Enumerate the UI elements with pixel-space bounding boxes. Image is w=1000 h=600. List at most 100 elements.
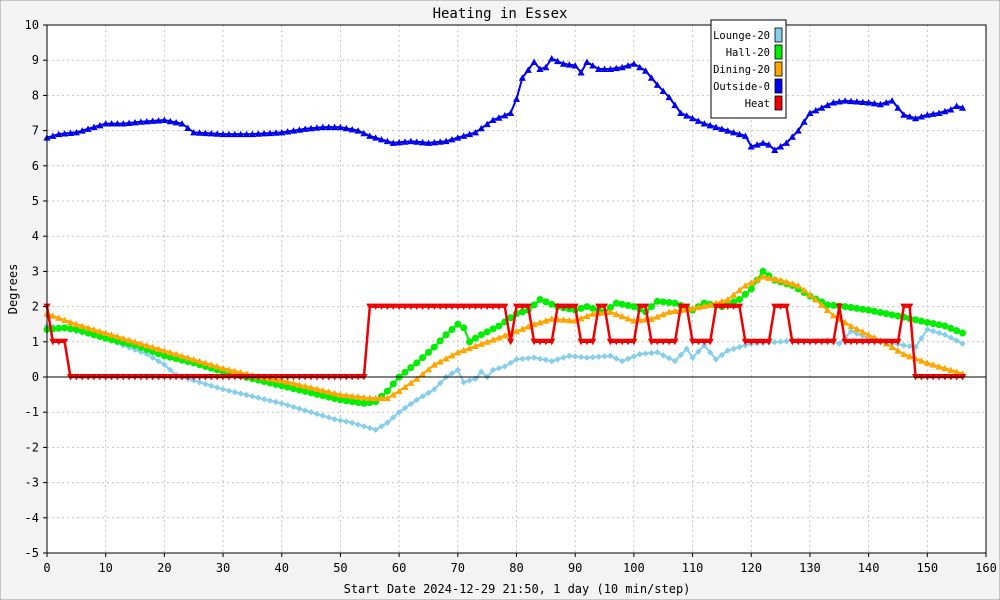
data-point-outside-0 — [512, 95, 521, 102]
data-point-hall-20 — [342, 397, 350, 405]
data-point-hall-20 — [160, 352, 168, 360]
data-point-hall-20 — [360, 399, 368, 407]
data-point-dining-20 — [659, 310, 667, 318]
data-point-hall-20 — [413, 359, 421, 367]
data-point-heat — [465, 303, 474, 310]
data-point-heat — [735, 303, 744, 310]
data-point-lounge-20 — [354, 421, 362, 428]
data-point-outside-0 — [724, 127, 732, 134]
data-point-lounge-20 — [941, 331, 949, 338]
data-point-hall-20 — [78, 327, 86, 335]
data-point-dining-20 — [360, 394, 368, 401]
data-point-heat — [495, 303, 503, 310]
data-point-dining-20 — [847, 322, 855, 329]
data-point-outside-0 — [160, 116, 168, 124]
data-point-heat — [489, 303, 497, 310]
data-point-outside-0 — [542, 63, 550, 71]
data-point-hall-20 — [471, 334, 479, 342]
data-point-heat — [835, 303, 843, 310]
data-point-outside-0 — [806, 109, 814, 116]
data-point-outside-0 — [465, 130, 474, 138]
data-point-dining-20 — [671, 307, 679, 314]
data-point-lounge-20 — [900, 342, 908, 349]
data-point-outside-0 — [683, 112, 691, 119]
data-point-dining-20 — [706, 301, 714, 308]
data-point-dining-20 — [688, 304, 697, 312]
data-point-outside-0 — [55, 130, 63, 138]
data-point-outside-0 — [865, 99, 873, 106]
data-point-dining-20 — [806, 291, 814, 298]
data-point-dining-20 — [941, 364, 949, 372]
data-point-dining-20 — [289, 379, 298, 387]
data-point-dining-20 — [49, 312, 57, 319]
data-point-heat — [524, 303, 532, 310]
data-point-lounge-20 — [243, 391, 250, 399]
data-point-outside-0 — [295, 126, 303, 133]
data-point-heat — [55, 338, 63, 346]
data-point-lounge-20 — [654, 349, 661, 356]
data-point-lounge-20 — [454, 366, 462, 374]
data-point-dining-20 — [460, 346, 468, 354]
data-point-outside-0 — [665, 93, 673, 101]
data-point-heat — [876, 338, 884, 346]
data-point-outside-0 — [149, 117, 157, 124]
data-point-heat — [653, 338, 661, 346]
data-point-outside-0 — [407, 137, 415, 145]
data-point-hall-20 — [953, 327, 961, 335]
data-point-outside-0 — [242, 130, 251, 138]
data-point-heat — [782, 303, 791, 310]
data-point-outside-0 — [577, 69, 585, 76]
x-tick-label: 70 — [451, 561, 465, 575]
data-point-outside-0 — [694, 117, 703, 124]
data-point-dining-20 — [730, 291, 738, 298]
data-point-hall-20 — [383, 387, 391, 395]
data-point-heat — [401, 303, 409, 310]
data-point-hall-20 — [407, 364, 415, 372]
data-point-lounge-20 — [530, 354, 538, 361]
data-point-hall-20 — [859, 305, 867, 313]
data-point-outside-0 — [207, 130, 215, 137]
data-point-outside-0 — [559, 60, 568, 67]
data-point-heat — [612, 338, 620, 346]
data-point-heat — [483, 303, 491, 310]
data-point-dining-20 — [542, 317, 550, 324]
data-point-dining-20 — [325, 388, 333, 395]
data-point-lounge-20 — [607, 352, 614, 360]
data-point-outside-0 — [765, 141, 773, 148]
data-point-hall-20 — [424, 348, 432, 356]
data-point-lounge-20 — [460, 379, 467, 386]
data-point-heat — [448, 303, 456, 310]
data-point-dining-20 — [624, 315, 632, 322]
legend-swatch — [774, 61, 783, 77]
data-point-outside-0 — [436, 138, 444, 145]
data-point-outside-0 — [782, 139, 791, 146]
data-point-dining-20 — [489, 336, 497, 343]
data-point-dining-20 — [794, 282, 802, 289]
data-point-outside-0 — [741, 132, 749, 139]
data-point-dining-20 — [407, 379, 415, 386]
x-tick-label: 50 — [333, 561, 347, 575]
data-point-lounge-20 — [777, 338, 784, 345]
data-point-heat — [606, 338, 614, 346]
data-point-outside-0 — [794, 127, 802, 134]
data-point-outside-0 — [894, 104, 902, 111]
data-point-dining-20 — [366, 394, 374, 402]
data-point-heat — [671, 338, 679, 346]
data-point-hall-20 — [876, 308, 884, 316]
data-point-dining-20 — [894, 347, 902, 354]
data-point-lounge-20 — [736, 343, 743, 351]
data-point-hall-20 — [419, 354, 427, 362]
data-point-outside-0 — [143, 117, 151, 125]
data-point-dining-20 — [565, 316, 573, 324]
data-point-lounge-20 — [284, 401, 291, 409]
data-point-outside-0 — [829, 99, 838, 106]
data-point-heat — [659, 338, 667, 346]
x-tick-label: 80 — [509, 561, 523, 575]
data-point-dining-20 — [190, 356, 198, 363]
data-point-outside-0 — [823, 101, 832, 109]
data-point-outside-0 — [471, 128, 480, 136]
data-point-dining-20 — [747, 279, 755, 286]
data-point-outside-0 — [953, 102, 961, 109]
data-point-lounge-20 — [366, 424, 373, 432]
data-point-lounge-20 — [390, 414, 397, 421]
